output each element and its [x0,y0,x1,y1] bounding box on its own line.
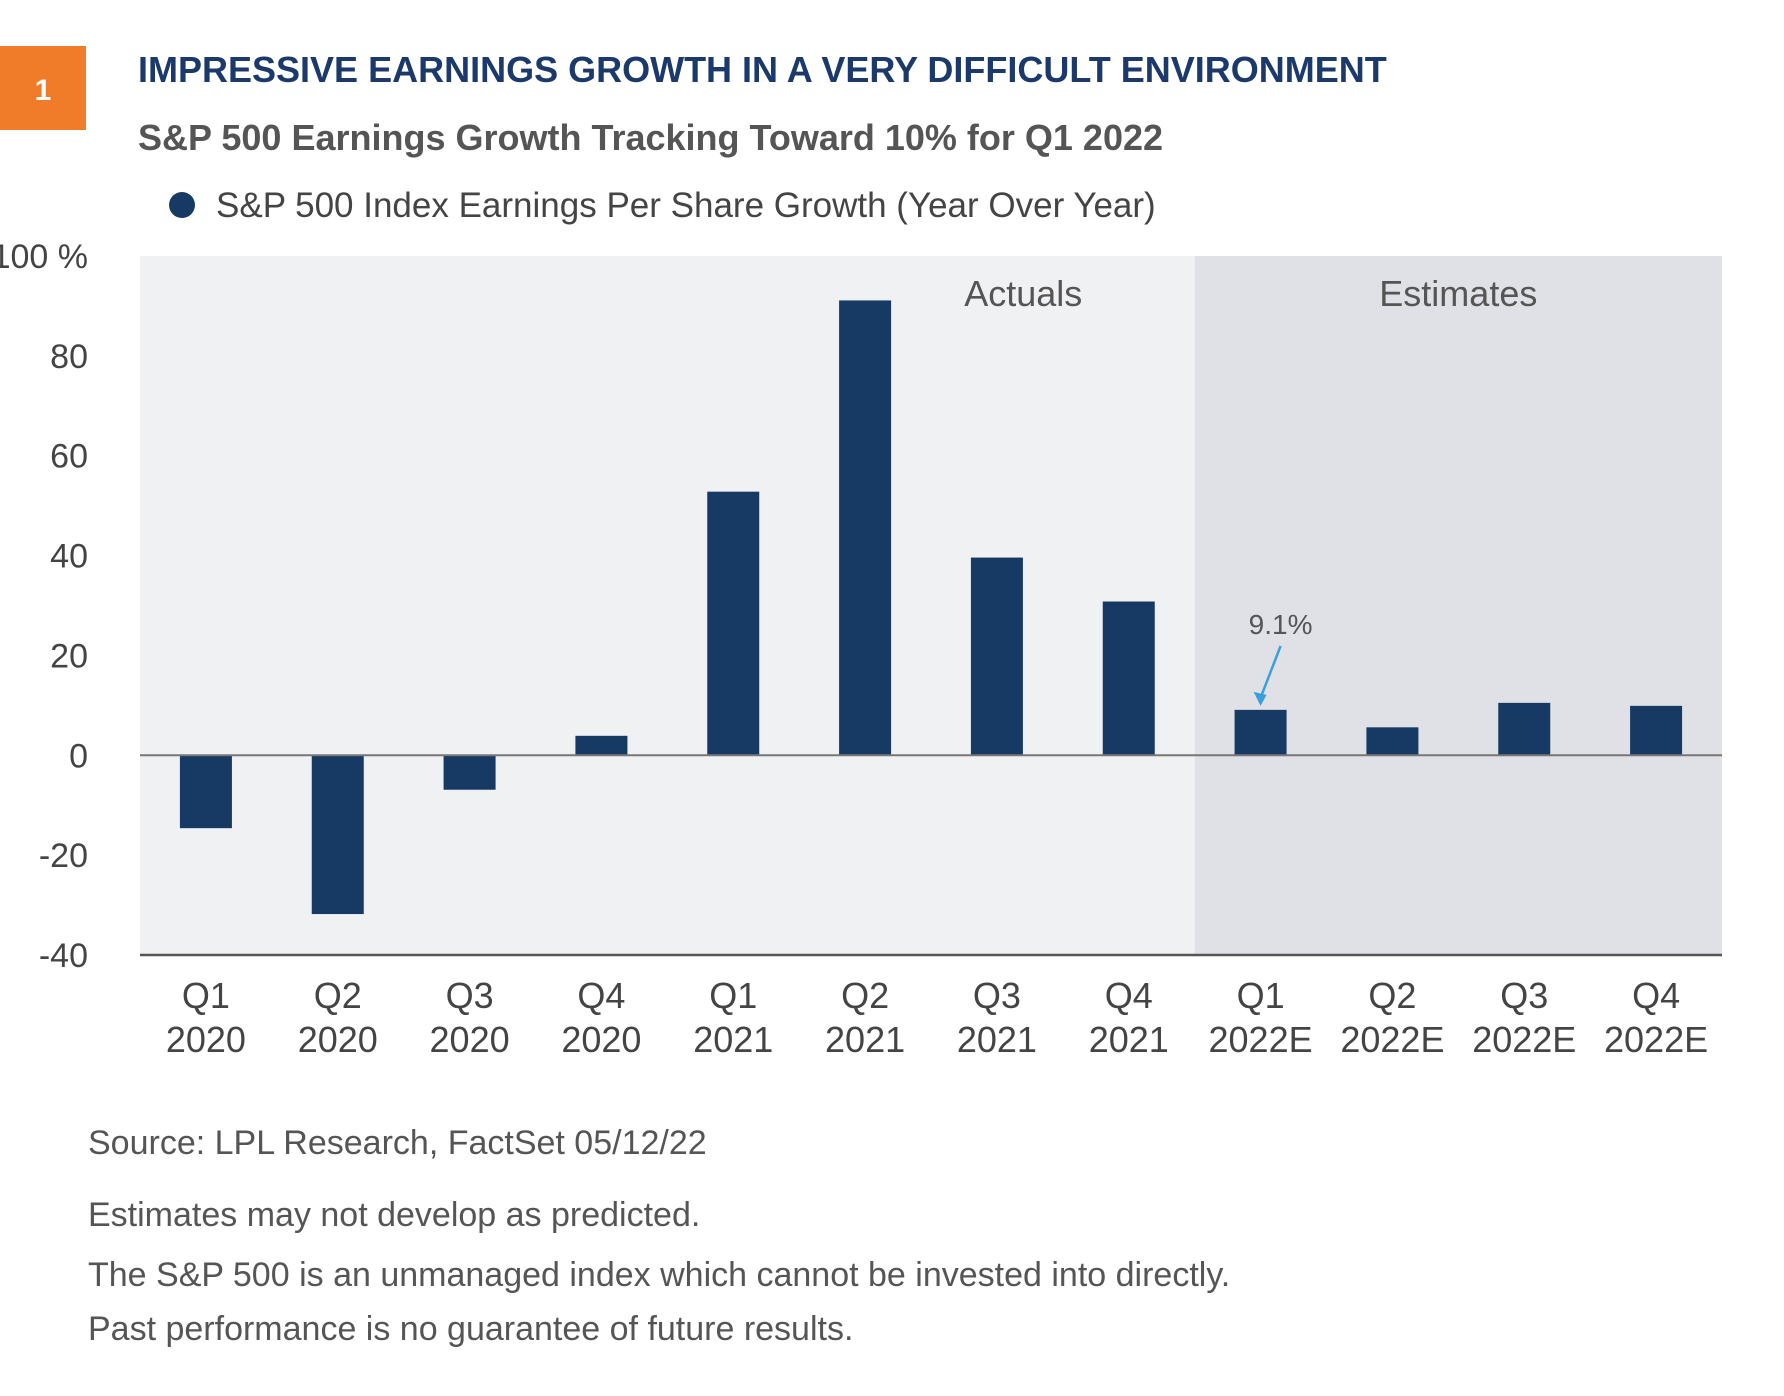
x-tick-label: Q3 2021 [957,975,1037,1060]
figure-number-badge [0,46,86,130]
x-tick-label: Q4 2022E [1604,975,1708,1060]
region-estimates-bg [1194,256,1722,955]
y-tick-label: 100 % [0,238,88,276]
bar [707,491,760,756]
x-tick-label: Q2 2022E [1340,975,1444,1060]
bar [575,735,628,756]
y-tick-label: 80 [50,338,88,376]
bar [443,755,496,790]
bar [311,755,364,915]
x-tick-label: Q1 2020 [166,975,246,1060]
bar [179,755,232,829]
y-tick-label: -40 [39,937,88,975]
annotation-arrow-line [1259,645,1282,699]
plot-area: Actuals Estimates 100 % 80 60 40 20 0 -20 -40 Q1 20… [0,238,1722,1060]
chart-subtitle: S&P 500 Earnings Growth Tracking Toward … [138,117,1163,158]
disclaimer-3: Past performance is no guarantee of futu… [88,1310,853,1348]
region-label-estimates: Estimates [1379,273,1537,314]
bar [1102,601,1155,756]
disclaimer-1: Estimates may not develop as predicted. [88,1196,700,1234]
bar [839,300,892,756]
bar [1234,709,1287,756]
legend-marker [169,192,195,218]
y-tick-label: 20 [50,637,88,675]
x-tick-label: Q4 2020 [561,975,641,1060]
disclaimer-2: The S&P 500 is an unmanaged index which … [88,1256,1230,1294]
annotation-label: 9.1% [1249,609,1313,640]
x-tick-label: Q4 2021 [1089,975,1169,1060]
region-label-actuals: Actuals [964,273,1082,314]
annotation-arrowhead [1253,691,1267,706]
y-tick-label: 60 [50,438,88,476]
bar [1366,727,1419,756]
x-tick-label: Q3 2022E [1472,975,1576,1060]
x-tick-label: Q2 2020 [298,975,378,1060]
source-note: Source: LPL Research, FactSet 05/12/22 [88,1124,707,1162]
x-tick-label: Q3 2020 [430,975,510,1060]
x-tick-label: Q2 2021 [825,975,905,1060]
x-tick-label: Q1 2022E [1209,975,1313,1060]
figure-number: 1 [35,74,52,107]
region-actuals-bg [140,256,1195,955]
bar [1630,705,1683,756]
chart-title: IMPRESSIVE EARNINGS GROWTH IN A VERY DIF… [138,49,1387,90]
y-tick-label: 0 [69,737,88,775]
y-tick-label: -20 [39,837,88,875]
x-tick-label: Q1 2021 [693,975,773,1060]
bar [1498,702,1551,756]
y-tick-label: 40 [50,538,88,576]
bar [970,557,1023,756]
legend-label: S&P 500 Index Earnings Per Share Growth … [216,186,1156,225]
